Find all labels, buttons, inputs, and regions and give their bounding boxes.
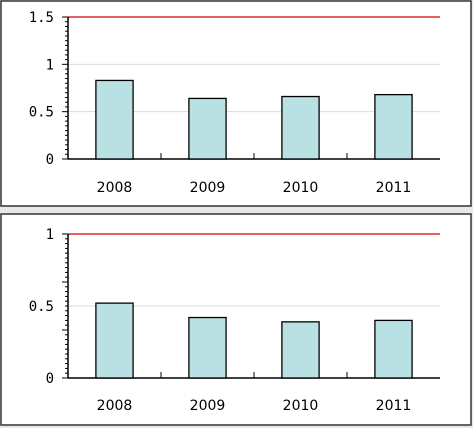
x-tick-label: 2008	[97, 398, 133, 414]
bar-2010	[281, 95, 320, 160]
bar-2009	[188, 316, 227, 379]
chart-panel-top: 0 0.5 1 1.5 2008 2009 2010 2011	[0, 0, 472, 207]
bar-2011	[374, 93, 413, 160]
x-tick-label: 2008	[97, 180, 133, 196]
bar-2011	[374, 319, 413, 379]
y-tick-label: 0.5	[29, 299, 54, 315]
y-tick-label: 0	[46, 152, 54, 168]
x-tick-label: 2009	[190, 398, 226, 414]
x-tick-label: 2011	[376, 398, 412, 414]
y-tick-label: 1	[46, 227, 54, 243]
x-tick-label: 2009	[190, 180, 226, 196]
x-tick-label: 2011	[376, 180, 412, 196]
y-tick-label: 1.5	[29, 10, 54, 26]
bar-2008	[95, 302, 134, 379]
bar-2010	[281, 321, 320, 379]
x-tick-label: 2010	[283, 180, 319, 196]
y-tick-label: 0.5	[29, 105, 54, 121]
x-tick-label: 2010	[283, 398, 319, 414]
y-tick-label: 1	[46, 57, 54, 73]
bar-2009	[188, 97, 227, 160]
chart-panel-bottom: 0 0.5 1 2008 2009 2010 2011	[0, 213, 472, 426]
bar-2008	[95, 79, 134, 160]
y-tick-label: 0	[46, 371, 54, 387]
chart-frame	[0, 213, 472, 426]
